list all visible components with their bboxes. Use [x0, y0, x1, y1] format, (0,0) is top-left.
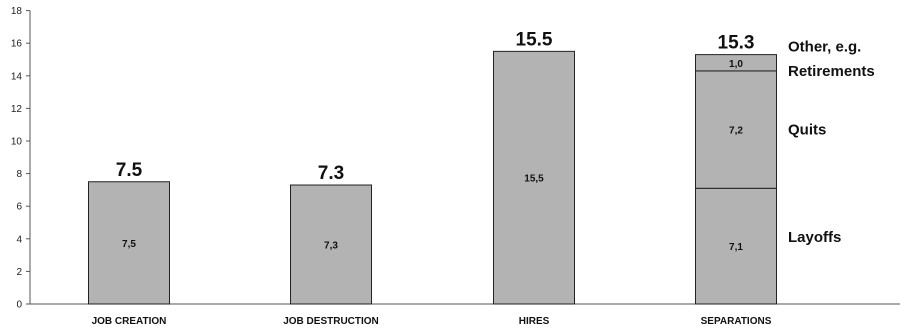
segment-value-label: 7,2	[729, 126, 743, 137]
x-category-label: SEPARATIONS	[701, 316, 772, 327]
segment-value-label: 7,3	[324, 241, 338, 252]
y-tick-label: 6	[16, 202, 22, 213]
segment-value-label: 1,0	[729, 59, 743, 70]
segment-annotation: Retirements	[788, 63, 875, 80]
x-category-label: JOB CREATION	[92, 316, 167, 327]
bar-segment	[493, 50, 575, 305]
bars	[88, 50, 777, 305]
bar-total-label: 7.3	[318, 163, 344, 184]
y-tick-label: 8	[16, 169, 22, 180]
x-category-label: JOB DESTRUCTION	[283, 316, 379, 327]
y-tick-label: 2	[16, 267, 22, 278]
bar-segment	[88, 181, 170, 305]
bar-segment	[695, 54, 777, 72]
segment-annotation: Other, e.g.	[788, 38, 861, 55]
labels: 7,5 7.5 JOB CREATION 7,3 7.3 JOB DESTRUCTION 1…	[92, 29, 875, 327]
bar-segment	[290, 184, 372, 305]
y-tick-label: 18	[11, 6, 23, 17]
segment-value-label: 7,5	[122, 239, 136, 250]
segment-annotation: Layoffs	[788, 229, 841, 246]
bar-segment	[695, 187, 777, 305]
y-tick-label: 4	[16, 234, 22, 245]
y-tick-label: 10	[11, 137, 23, 148]
segment-annotation: Quits	[788, 122, 826, 139]
segment-value-label: 7,1	[729, 242, 743, 253]
bar-total-label: 7.5	[116, 160, 143, 181]
y-tick-label: 14	[11, 71, 23, 82]
y-tick-label: 12	[11, 104, 23, 115]
x-category-label: HIRES	[519, 316, 550, 327]
segment-value-label: 15,5	[524, 174, 544, 185]
y-tick-label: 0	[16, 300, 22, 311]
y-tick-label: 16	[11, 39, 23, 50]
bar-total-label: 15.3	[718, 33, 755, 54]
bar-total-label: 15.5	[516, 29, 553, 50]
